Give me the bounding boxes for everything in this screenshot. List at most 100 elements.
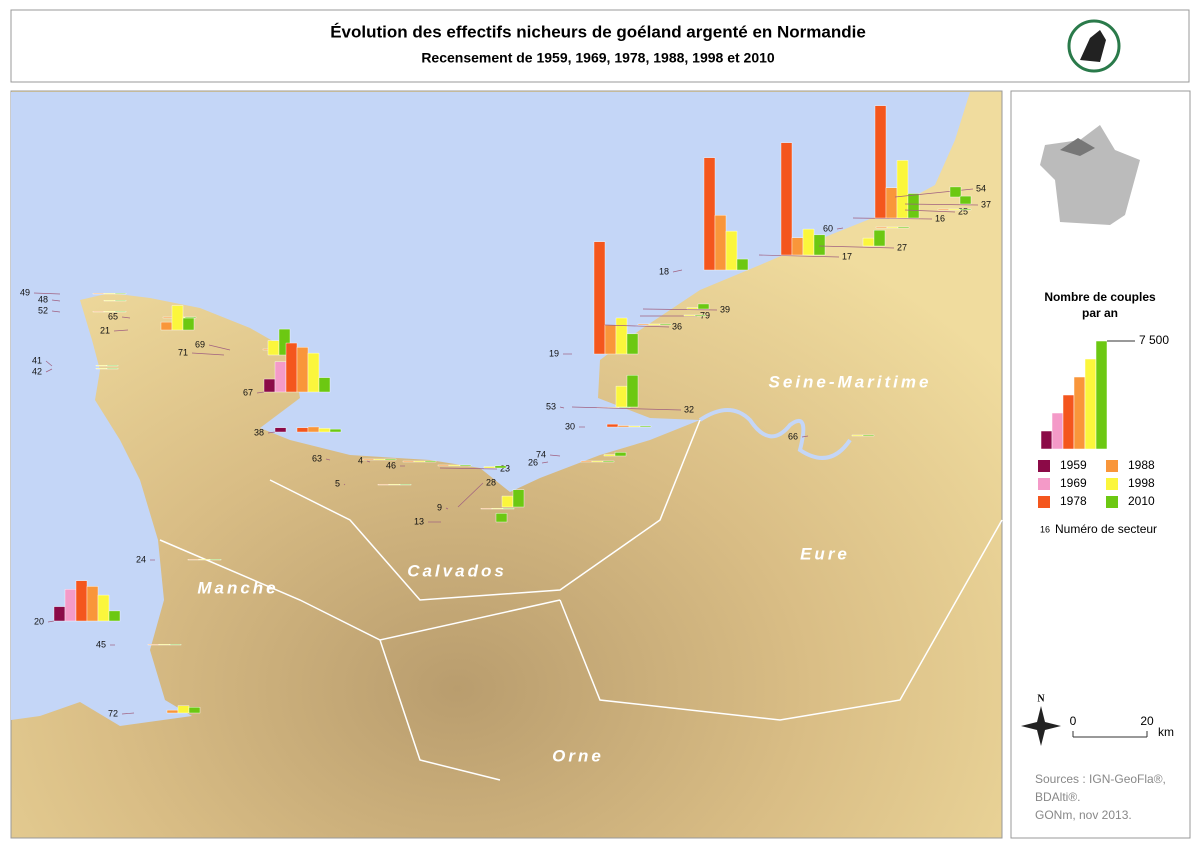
bar — [874, 105, 887, 219]
bar — [424, 460, 437, 463]
sector-label: 26 — [528, 457, 538, 467]
bar — [791, 237, 804, 256]
bar — [177, 705, 190, 714]
sources: BDAlti®. — [1035, 790, 1081, 804]
legend-scale-label: 7 500 — [1139, 333, 1169, 347]
bar — [736, 258, 749, 271]
legend-swatch — [1038, 496, 1050, 508]
leader-line — [51, 310, 61, 313]
bar — [714, 215, 727, 271]
bar — [75, 580, 88, 622]
sector-label: 25 — [958, 206, 968, 216]
bar — [937, 208, 950, 211]
sector-label: 17 — [842, 251, 852, 261]
sector: 18 — [659, 157, 749, 276]
bar — [437, 464, 450, 467]
bar — [602, 460, 615, 463]
river — [698, 408, 852, 460]
bar — [171, 305, 184, 331]
sector-label: 9 — [437, 502, 442, 512]
bar — [626, 375, 639, 408]
bar — [659, 323, 672, 326]
leader-line — [51, 299, 61, 302]
sector: 72 — [108, 705, 201, 718]
bar — [103, 300, 116, 302]
sector-label: 53 — [546, 401, 556, 411]
bar — [703, 157, 716, 271]
bar — [274, 361, 287, 393]
leader-line — [758, 254, 840, 258]
bar — [413, 460, 426, 463]
legend-sector-text: Numéro de secteur — [1055, 522, 1157, 536]
sector-label: 52 — [38, 305, 48, 315]
bar — [851, 434, 864, 437]
bar — [637, 323, 650, 326]
sector: 27 — [818, 229, 907, 252]
sector-label: 71 — [178, 347, 188, 357]
leader-line — [121, 712, 135, 715]
bar — [92, 311, 105, 313]
sector: 13 — [414, 513, 508, 526]
sector: 24 — [136, 554, 222, 564]
legend-swatch — [1106, 460, 1118, 472]
sector-label: 41 — [32, 355, 42, 365]
bar — [182, 317, 195, 331]
legend-bar — [1040, 430, 1053, 450]
bar — [296, 427, 309, 433]
sector-label: 23 — [500, 463, 510, 473]
leader-line — [672, 269, 683, 273]
sector-label: 4 — [358, 455, 363, 465]
sector-label: 16 — [935, 213, 945, 223]
sector-label: 54 — [976, 183, 986, 193]
legend-bar — [1051, 412, 1064, 450]
leader-line — [818, 245, 895, 249]
bar — [896, 160, 909, 219]
sector-label: 63 — [312, 453, 322, 463]
bar — [384, 458, 397, 461]
bar — [373, 458, 386, 461]
region-name: Eure — [800, 544, 850, 563]
bar — [604, 325, 617, 355]
bar — [491, 508, 504, 510]
sector-label: 27 — [897, 242, 907, 252]
bar — [617, 425, 630, 428]
bar — [169, 644, 182, 646]
sector: 23 — [439, 463, 510, 473]
north-label: N — [1037, 693, 1045, 704]
bar — [160, 321, 173, 331]
leader-line — [541, 461, 549, 464]
region-name: Orne — [552, 746, 604, 765]
bar — [697, 303, 710, 310]
bar — [591, 460, 604, 463]
region-name: Manche — [197, 578, 278, 597]
bar — [897, 226, 910, 229]
sector: 48 — [38, 294, 127, 304]
region-name: Seine-Maritime — [769, 372, 932, 391]
sector-label: 18 — [659, 266, 669, 276]
bar — [64, 589, 77, 622]
sector: 41 — [32, 355, 119, 367]
north-arrow — [1021, 706, 1061, 746]
bar — [495, 513, 508, 523]
sector: 74 — [536, 449, 627, 459]
bar — [362, 458, 375, 461]
bar — [329, 428, 342, 433]
sector-label: 48 — [38, 294, 48, 304]
bar — [388, 484, 401, 486]
sector: 16 — [852, 105, 945, 223]
leader-line — [121, 316, 131, 319]
sector: 67 — [243, 342, 331, 397]
leader-line — [904, 203, 979, 206]
sector-label: 65 — [108, 311, 118, 321]
sector-label: 39 — [720, 304, 730, 314]
bar — [95, 368, 108, 370]
bar — [886, 226, 899, 229]
sector: 5 — [335, 478, 412, 488]
sector: 42 — [32, 366, 119, 376]
leader-line — [343, 483, 346, 486]
bar — [86, 586, 99, 622]
sector: 66 — [788, 431, 875, 441]
legend-bar — [1062, 394, 1075, 450]
bar — [648, 323, 661, 326]
bar — [106, 368, 119, 370]
